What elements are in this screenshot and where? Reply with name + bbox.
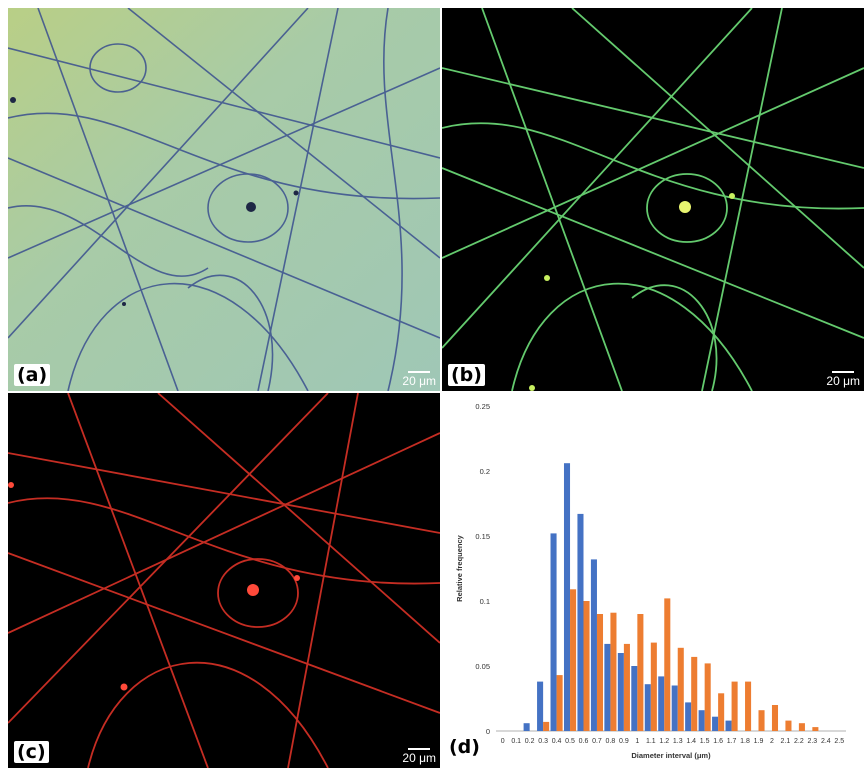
x-tick-label: 0.8 xyxy=(606,738,616,745)
x-tick-label: 0.6 xyxy=(579,738,589,745)
x-tick-label: 0 xyxy=(501,738,505,745)
x-tick-label: 0.7 xyxy=(592,738,602,745)
x-tick-label: 0.3 xyxy=(538,738,548,745)
panel-b-label: (b) xyxy=(448,364,485,386)
bar-series-blue xyxy=(550,533,557,731)
bar-series-orange xyxy=(798,723,805,731)
x-tick-label: 1.2 xyxy=(659,738,669,745)
x-tick-label: 0.5 xyxy=(565,738,575,745)
x-tick-label: 0.2 xyxy=(525,738,535,745)
panel-a-fiber-image xyxy=(8,8,440,391)
bar-series-blue xyxy=(698,710,705,731)
panel-c-scale-bar-line xyxy=(408,748,431,750)
panel-b-scale-bar-text: 20 μm xyxy=(826,374,860,388)
y-axis-title: Relative frequency xyxy=(455,534,464,602)
bar-series-orange xyxy=(610,612,617,731)
x-tick-label: 1.3 xyxy=(673,738,683,745)
bar-series-blue xyxy=(590,559,597,731)
bar-series-blue xyxy=(725,720,732,731)
panel-c-scale-bar: 20 μm xyxy=(402,748,436,765)
x-tick-label: 1.6 xyxy=(713,738,723,745)
panel-d-histogram: 0 0.05 0.1 0.15 0.2 0.25 0 0.1 0.2 0.3 0.4 0.5 0.6 0.… xyxy=(442,393,864,768)
x-tick-label: 2.5 xyxy=(834,738,844,745)
panel-c-label: (c) xyxy=(14,741,49,763)
bar-series-orange xyxy=(596,614,604,731)
bar-series-orange xyxy=(771,705,779,731)
bar-series-blue xyxy=(658,676,665,731)
bar-series-blue xyxy=(671,685,678,731)
panel-a-scale-bar-text: 20 μm xyxy=(402,374,436,388)
x-tick-label: 2.1 xyxy=(781,738,791,745)
x-tick-label: 2.3 xyxy=(807,738,817,745)
panel-c-fiber-image xyxy=(8,393,440,768)
bar-series-blue xyxy=(617,653,624,731)
x-tick-label: 1.9 xyxy=(754,738,764,745)
y-tick-label: 0.25 xyxy=(475,402,490,411)
x-tick-label: 1.1 xyxy=(646,738,656,745)
panel-d-label: (d) xyxy=(446,736,483,758)
bar-series-blue xyxy=(577,513,584,731)
bar-series-orange xyxy=(623,643,630,731)
panel-a-scale-bar: 20 μm xyxy=(402,371,436,388)
x-axis-title: Diameter interval (μm) xyxy=(631,751,711,760)
bar-series-orange xyxy=(718,693,725,731)
bar-series-blue xyxy=(563,463,571,731)
panel-b-scale-bar: 20 μm xyxy=(826,371,860,388)
y-tick-label: 0.2 xyxy=(480,467,490,476)
y-tick-label: 0.1 xyxy=(480,597,490,606)
panel-a-brightfield-micrograph: (a) 20 μm xyxy=(8,8,440,391)
y-tick-label: 0.15 xyxy=(475,532,490,541)
bar-series-blue xyxy=(523,723,530,731)
x-tick-label: 1 xyxy=(635,738,639,745)
panel-b-green-fluorescence-micrograph: (b) 20 μm xyxy=(442,8,864,391)
panel-b-scale-bar-line xyxy=(832,371,855,373)
x-tick-label: 1.5 xyxy=(700,738,710,745)
bar-series-orange xyxy=(677,647,684,731)
x-tick-label: 2.4 xyxy=(821,738,831,745)
y-tick-label: 0.05 xyxy=(475,662,490,671)
bar-series-orange xyxy=(637,614,644,731)
panel-c-red-fluorescence-micrograph: (c) 20 μm xyxy=(8,393,440,768)
y-tick-label: 0 xyxy=(486,727,490,736)
bar-series-orange xyxy=(745,681,752,731)
x-tick-label: 1.4 xyxy=(686,738,696,745)
bar-series-orange xyxy=(731,681,738,731)
bar-series-orange xyxy=(785,720,792,731)
panel-c-scale-bar-text: 20 μm xyxy=(402,751,436,765)
bar-series-blue xyxy=(685,702,692,731)
bar-series-blue xyxy=(537,681,544,731)
x-tick-label: 0.1 xyxy=(511,738,521,745)
bar-series-orange xyxy=(543,721,550,731)
x-tick-label: 1.7 xyxy=(727,738,737,745)
x-tick-label: 0.9 xyxy=(619,738,629,745)
bar-series-orange xyxy=(650,642,657,731)
bar-series-orange xyxy=(583,601,590,731)
x-tick-label: 2 xyxy=(770,738,774,745)
x-tick-label: 0.4 xyxy=(552,738,562,745)
bar-series-orange xyxy=(556,675,563,731)
bar-series-orange xyxy=(570,589,577,731)
bar-series-orange xyxy=(691,656,698,731)
bar-series-orange xyxy=(758,710,765,731)
bar-series-blue xyxy=(644,684,651,731)
bar-series-blue xyxy=(712,716,719,731)
panel-b-fiber-image xyxy=(442,8,864,391)
x-tick-label: 1.8 xyxy=(740,738,750,745)
x-tick-label: 2.2 xyxy=(794,738,804,745)
bar-series-orange xyxy=(704,663,711,731)
panel-a-scale-bar-line xyxy=(408,371,431,373)
panel-a-label: (a) xyxy=(14,364,51,386)
bar-series-orange xyxy=(664,598,671,731)
diameter-histogram-chart: 00.050.10.150.20.250 0.1 0.2 0.3 0.4 0.5 0.6 0.… xyxy=(455,402,846,760)
bar-series-blue xyxy=(631,666,638,731)
bar-series-orange xyxy=(812,727,819,731)
bar-series-blue xyxy=(604,643,611,731)
